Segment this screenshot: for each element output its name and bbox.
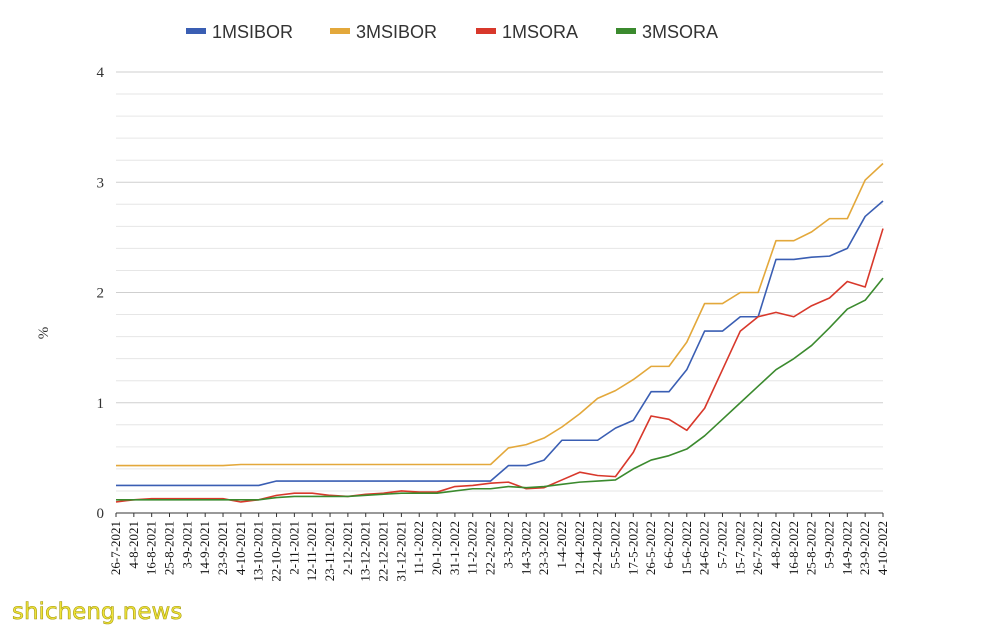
- series-line-3msibor: [116, 162, 884, 467]
- x-tick-label: 11-1-2022: [411, 521, 426, 575]
- legend-item-3msibor: 3MSIBOR: [330, 22, 437, 42]
- x-tick-label: 15-7-2022: [732, 521, 747, 575]
- x-tick-label: 25-8-2021: [162, 521, 177, 575]
- y-tick-label: 0: [97, 506, 105, 522]
- x-tick-label: 16-8-2022: [786, 521, 801, 575]
- x-tick-label: 23-11-2021: [322, 521, 337, 581]
- x-tick-label: 31-12-2021: [393, 521, 408, 582]
- x-tick-label: 26-5-2022: [643, 521, 658, 575]
- x-tick-label: 26-7-2021: [108, 521, 123, 575]
- legend: 1MSIBOR 3MSIBOR 1MSORA 3MSORA: [186, 22, 718, 42]
- gridlines: [116, 71, 883, 514]
- x-tick-label: 14-9-2021: [197, 521, 212, 575]
- x-tick-label: 22-2-2022: [483, 521, 498, 575]
- legend-label: 3MSORA: [642, 22, 718, 42]
- x-tick-label: 14-3-2022: [518, 521, 533, 575]
- legend-label: 1MSORA: [502, 22, 578, 42]
- watermark-text: shicheng.news: [12, 599, 182, 625]
- x-tick-label: 23-9-2022: [857, 521, 872, 575]
- series-lines: [115, 162, 884, 503]
- series-line-3msora: [116, 277, 884, 501]
- legend-swatch: [476, 28, 496, 34]
- x-tick-label: 3-9-2021: [179, 521, 194, 569]
- x-tick-label: 4-8-2021: [126, 521, 141, 569]
- x-tick-label: 24-6-2022: [697, 521, 712, 575]
- x-tick-label: 22-12-2021: [376, 521, 391, 582]
- x-tick-label: 5-7-2022: [714, 521, 729, 569]
- x-tick-label: 22-4-2022: [590, 521, 605, 575]
- x-tick-label: 16-8-2021: [144, 521, 159, 575]
- y-axis-label: %: [36, 327, 52, 340]
- x-tick-label: 20-1-2022: [429, 521, 444, 575]
- x-tick-label: 2-11-2021: [286, 521, 301, 575]
- x-tick-label: 22-10-2021: [269, 521, 284, 582]
- x-tick-label: 15-6-2022: [679, 521, 694, 575]
- series-line-1msibor: [116, 200, 884, 487]
- legend-swatch: [186, 28, 206, 34]
- legend-label: 1MSIBOR: [212, 22, 293, 42]
- y-axis: 0 1 2 3 4: [97, 65, 105, 522]
- x-tick-label: 1-4-2022: [554, 521, 569, 569]
- x-tick-label: 12-4-2022: [572, 521, 587, 575]
- legend-item-1msora: 1MSORA: [476, 22, 578, 42]
- legend-item-1msibor: 1MSIBOR: [186, 22, 293, 42]
- series-line-1msora: [115, 228, 884, 503]
- legend-label: 3MSIBOR: [356, 22, 437, 42]
- legend-swatch: [330, 28, 350, 34]
- x-tick-label: 13-10-2021: [251, 521, 266, 582]
- x-tick-label: 4-10-2021: [233, 521, 248, 575]
- x-tick-label: 4-8-2022: [768, 521, 783, 569]
- legend-item-3msora: 3MSORA: [616, 22, 718, 42]
- x-tick-label: 6-6-2022: [661, 521, 676, 569]
- x-tick-label: 14-9-2022: [839, 521, 854, 575]
- x-tick-label: 4-10-2022: [875, 521, 890, 575]
- x-tick-label: 12-11-2021: [304, 521, 319, 581]
- x-tick-label: 31-1-2022: [447, 521, 462, 575]
- y-tick-label: 4: [97, 65, 105, 81]
- x-tick-label: 23-3-2022: [536, 521, 551, 575]
- x-tick-label: 3-3-2022: [500, 521, 515, 569]
- y-tick-label: 1: [97, 396, 105, 412]
- y-tick-label: 2: [97, 286, 105, 302]
- x-tick-label: 25-8-2022: [804, 521, 819, 575]
- x-tick-label: 5-5-2022: [607, 521, 622, 569]
- x-tick-label: 13-12-2021: [358, 521, 373, 582]
- legend-swatch: [616, 28, 636, 34]
- x-tick-label: 5-9-2022: [821, 521, 836, 569]
- x-axis: 26-7-2021 4-8-2021 16-8-2021 25-8-2021 3-9-2…: [108, 512, 890, 582]
- y-tick-label: 3: [97, 175, 105, 191]
- x-tick-label: 17-5-2022: [625, 521, 640, 575]
- x-tick-label: 11-2-2022: [465, 521, 480, 575]
- x-tick-label: 26-7-2022: [750, 521, 765, 575]
- x-tick-label: 23-9-2021: [215, 521, 230, 575]
- x-tick-label: 2-12-2021: [340, 521, 355, 575]
